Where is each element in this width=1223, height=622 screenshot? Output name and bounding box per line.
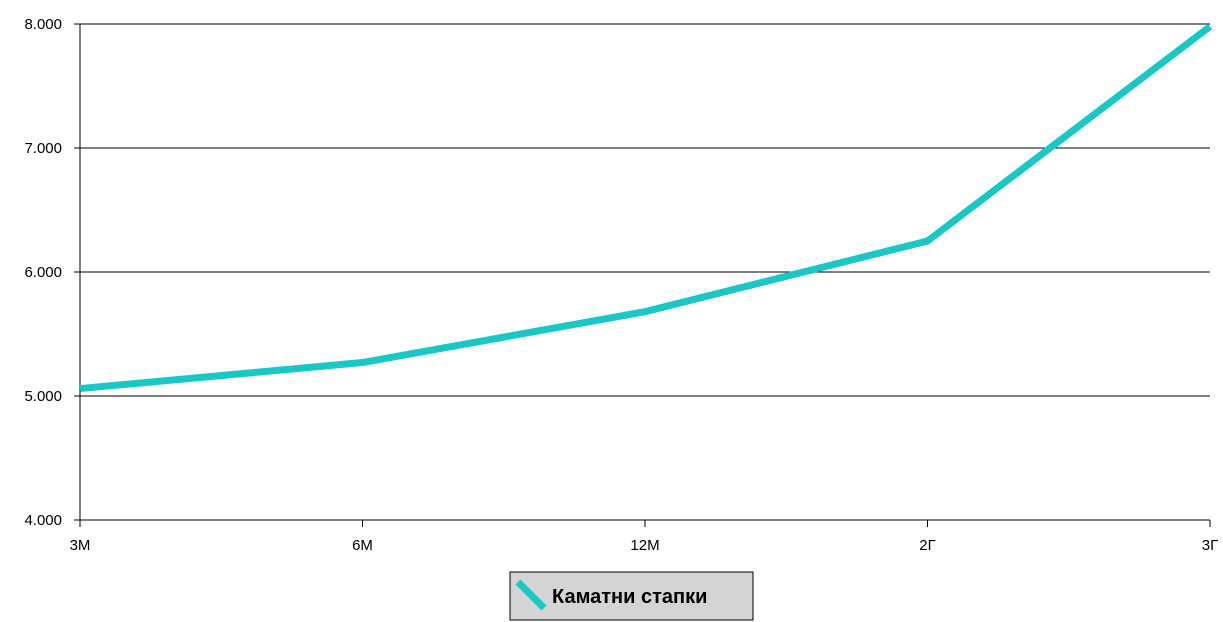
y-tick-label: 6.000 [24,264,62,281]
legend-box [509,571,754,621]
x-tick-label: 3М [70,537,91,554]
x-tick-label: 3Г [1202,537,1218,554]
x-tick-label: 2Г [919,537,935,554]
axes [74,23,1211,527]
x-tick-label: 12М [630,537,659,554]
tick-labels: 4.000 5.000 6.000 7.000 8.000 3М 6М 12М 2Г 3Г [24,16,1218,554]
x-tick-label: 6М [352,537,373,554]
series-layer [79,23,1213,393]
y-tick-label: 5.000 [24,388,62,405]
y-tick-label: 8.000 [24,16,62,33]
legend: Каматни стапки [509,571,754,621]
y-tick-label: 7.000 [24,140,62,157]
legend-label: Каматни стапки [552,586,707,608]
y-tick-label: 4.000 [24,512,62,529]
gridlines [80,23,1210,397]
series-line [79,23,1213,393]
legend-swatch [515,579,547,611]
